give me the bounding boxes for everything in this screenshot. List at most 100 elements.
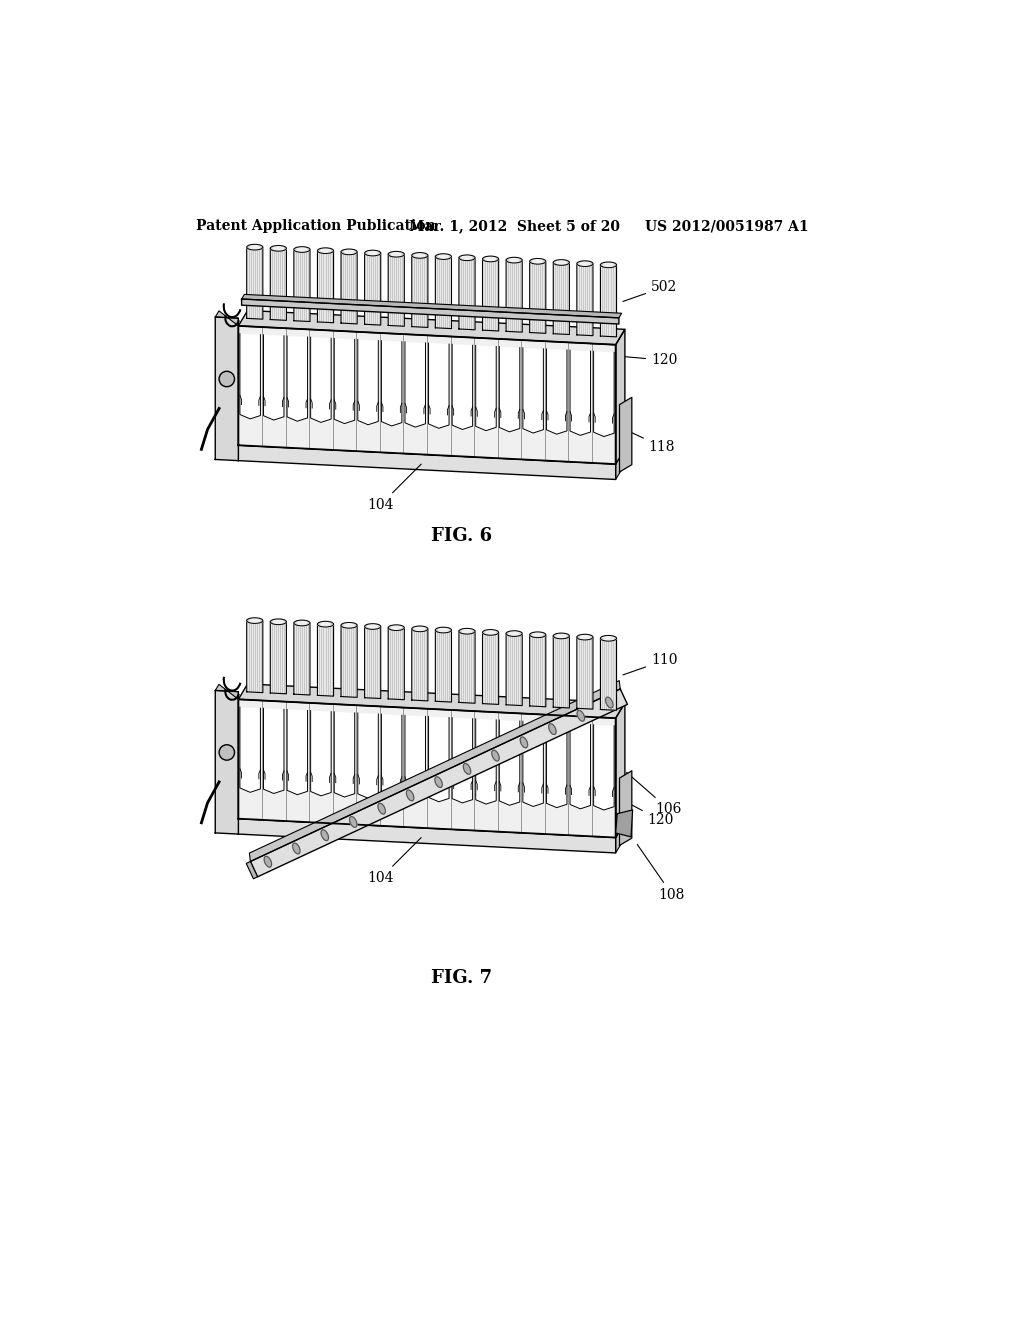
Ellipse shape [459,628,475,634]
Ellipse shape [368,624,378,628]
Polygon shape [388,253,404,326]
Ellipse shape [462,630,472,632]
Polygon shape [594,725,614,810]
Ellipse shape [412,626,428,632]
Polygon shape [270,248,287,321]
Ellipse shape [435,627,452,632]
Polygon shape [615,455,622,479]
Polygon shape [242,300,618,323]
Ellipse shape [273,620,284,623]
Ellipse shape [388,624,404,631]
Polygon shape [453,718,473,803]
Text: 110: 110 [623,653,678,675]
Polygon shape [547,722,567,808]
Ellipse shape [553,634,569,639]
Polygon shape [500,721,520,805]
Polygon shape [215,312,239,326]
Ellipse shape [297,248,307,251]
Polygon shape [435,256,452,329]
Ellipse shape [459,255,475,260]
Ellipse shape [391,626,401,630]
Ellipse shape [604,263,613,267]
Ellipse shape [247,244,263,249]
Polygon shape [570,723,591,809]
Polygon shape [251,689,628,876]
Polygon shape [388,627,404,700]
Ellipse shape [407,791,414,801]
Ellipse shape [485,631,496,634]
Polygon shape [334,711,354,797]
Polygon shape [615,810,633,837]
Polygon shape [263,709,284,793]
Polygon shape [357,339,378,425]
Polygon shape [476,719,497,804]
Polygon shape [570,350,591,436]
Ellipse shape [532,634,543,636]
Ellipse shape [264,857,271,867]
Polygon shape [476,346,497,430]
Ellipse shape [294,247,310,252]
Polygon shape [240,334,260,418]
Circle shape [219,371,234,387]
Circle shape [219,744,234,760]
Ellipse shape [520,737,527,747]
Ellipse shape [485,257,496,260]
Polygon shape [600,264,616,337]
Polygon shape [482,632,499,705]
Ellipse shape [365,623,381,630]
Polygon shape [247,247,263,319]
Polygon shape [459,631,475,704]
Polygon shape [482,259,499,331]
Ellipse shape [605,697,613,708]
Ellipse shape [250,246,260,249]
Text: 118: 118 [628,432,675,454]
Text: Patent Application Publication: Patent Application Publication [196,219,435,234]
Text: 120: 120 [620,799,674,828]
Polygon shape [357,713,378,799]
Polygon shape [334,338,354,424]
Ellipse shape [365,251,381,256]
Polygon shape [215,690,239,834]
Polygon shape [341,252,357,323]
Polygon shape [215,317,239,461]
Ellipse shape [388,251,404,257]
Ellipse shape [341,249,357,255]
Polygon shape [615,829,622,853]
Text: 120: 120 [623,354,678,367]
Polygon shape [529,261,546,334]
Polygon shape [577,263,593,335]
Polygon shape [577,636,593,709]
Polygon shape [270,622,287,694]
Polygon shape [412,628,428,701]
Ellipse shape [509,259,519,261]
Polygon shape [240,708,260,792]
Ellipse shape [273,247,284,249]
Text: FIG. 7: FIG. 7 [431,969,493,987]
Polygon shape [317,251,334,322]
Ellipse shape [463,763,471,775]
Polygon shape [381,341,401,426]
Polygon shape [310,710,331,796]
Ellipse shape [529,632,546,638]
Ellipse shape [297,622,307,624]
Polygon shape [523,347,544,433]
Polygon shape [553,635,569,708]
Ellipse shape [412,252,428,259]
Text: FIG. 6: FIG. 6 [431,527,493,545]
Ellipse shape [438,255,449,259]
Ellipse shape [482,256,499,261]
Polygon shape [310,337,331,422]
Polygon shape [620,397,632,473]
Polygon shape [215,684,239,700]
Ellipse shape [578,710,585,721]
Text: 106: 106 [627,772,682,816]
Polygon shape [381,714,401,800]
Ellipse shape [600,261,616,268]
Ellipse shape [247,618,263,623]
Polygon shape [429,717,450,801]
Text: 502: 502 [623,280,677,301]
Polygon shape [404,715,425,800]
Polygon shape [600,638,616,710]
Ellipse shape [378,804,385,814]
Ellipse shape [415,253,425,257]
